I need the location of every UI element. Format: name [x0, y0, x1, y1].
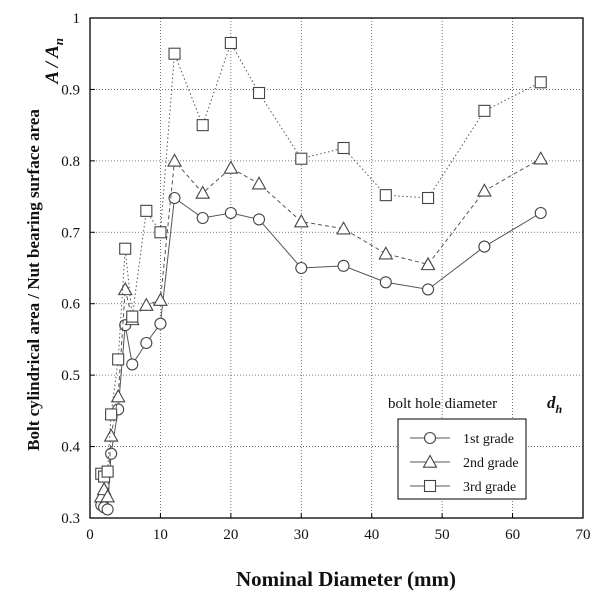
x-tick-label: 70 — [576, 527, 591, 543]
data-point — [379, 189, 392, 202]
y-tick-label: 0.4 — [61, 440, 80, 456]
data-point — [476, 183, 492, 197]
data-point — [478, 240, 491, 253]
y-axis-ratio-label: A / An — [42, 38, 66, 85]
data-point — [337, 259, 350, 272]
y-tick-label: 0.3 — [61, 511, 80, 527]
data-point — [140, 204, 153, 217]
data-point — [101, 465, 114, 478]
legend-items: 1st grade 2nd grade 3rd grade — [410, 431, 519, 495]
legend-title-symbol: dh — [547, 393, 563, 416]
y-axis-ratio-main: A / A — [42, 45, 63, 84]
data-point — [117, 281, 133, 296]
legend-item: 1st grade — [410, 431, 514, 447]
legend-item: 2nd grade — [410, 454, 519, 471]
data-point — [478, 104, 491, 117]
data-point — [167, 153, 182, 167]
data-point — [534, 76, 547, 89]
data-point — [293, 213, 309, 228]
legend-label: 3rd grade — [463, 480, 516, 495]
data-point — [110, 388, 126, 403]
data-point — [420, 256, 436, 271]
data-point — [105, 447, 118, 460]
data-point — [138, 297, 154, 311]
data-point — [337, 141, 350, 155]
data-point — [295, 261, 308, 275]
series-3 — [95, 36, 547, 483]
x-tick-label: 0 — [86, 527, 94, 543]
y-tick-label: 1 — [73, 11, 81, 27]
data-point — [224, 206, 237, 220]
plot-frame — [89, 17, 584, 519]
data-point — [224, 36, 237, 50]
x-tick-label: 40 — [364, 527, 379, 543]
data-point — [223, 160, 239, 174]
data-point — [154, 317, 167, 330]
data-point — [168, 47, 181, 60]
data-point — [295, 152, 308, 165]
legend-marker — [423, 479, 437, 493]
legend-title-symbol-main: d — [547, 393, 556, 412]
y-axis-ratio-sub: n — [51, 38, 66, 45]
x-axis-title: Nominal Diameter (mm) — [236, 567, 456, 591]
data-point — [252, 86, 266, 100]
ticks: 0 10 20 30 40 50 60 70 0.3 0.4 0.5 0.6 0.7 0.8 0.9 1 — [61, 11, 590, 543]
y-tick-label: 0.7 — [61, 225, 80, 241]
data-point — [100, 488, 116, 503]
data-point — [119, 242, 132, 255]
data-point — [422, 283, 435, 296]
series-layer — [93, 36, 549, 516]
x-tick-label: 10 — [153, 527, 168, 543]
x-tick-label: 60 — [505, 527, 520, 543]
legend-marker — [423, 431, 437, 445]
data-point — [379, 276, 392, 289]
data-point — [251, 176, 267, 190]
y-tick-label: 0.5 — [61, 368, 80, 384]
data-point — [126, 358, 139, 371]
data-point — [140, 336, 153, 350]
data-point — [336, 221, 351, 235]
legend-label: 1st grade — [463, 432, 514, 447]
legend-title: bolt hole diameter — [388, 396, 497, 412]
data-point — [168, 191, 181, 205]
data-point — [105, 408, 118, 421]
legend: bolt hole diameter dh 1st grade 2nd grade… — [388, 393, 563, 500]
data-point — [196, 119, 209, 132]
legend-title-symbol-sub: h — [556, 402, 563, 416]
y-tick-label: 0.8 — [61, 154, 80, 170]
data-point — [154, 226, 167, 239]
legend-marker — [422, 454, 438, 468]
data-point — [534, 206, 547, 220]
data-point — [196, 211, 209, 225]
x-tick-label: 30 — [294, 527, 309, 543]
legend-box — [397, 418, 527, 500]
x-tick-label: 50 — [435, 527, 450, 543]
data-point — [422, 191, 435, 205]
data-point — [533, 151, 549, 165]
y-tick-label: 0.9 — [61, 82, 80, 98]
data-point — [252, 213, 266, 226]
legend-label: 2nd grade — [463, 456, 519, 471]
data-point — [126, 310, 139, 323]
data-point — [378, 246, 394, 260]
y-axis-title: Bolt cylindrical area / Nut bearing surf… — [24, 109, 43, 451]
data-point — [101, 503, 114, 516]
data-point — [152, 292, 168, 306]
x-tick-label: 20 — [223, 527, 238, 543]
series-2 — [93, 151, 549, 503]
data-point — [195, 185, 211, 199]
data-point — [112, 353, 125, 366]
data-point — [103, 428, 119, 442]
y-tick-label: 0.6 — [61, 297, 80, 313]
legend-item: 3rd grade — [410, 479, 516, 495]
